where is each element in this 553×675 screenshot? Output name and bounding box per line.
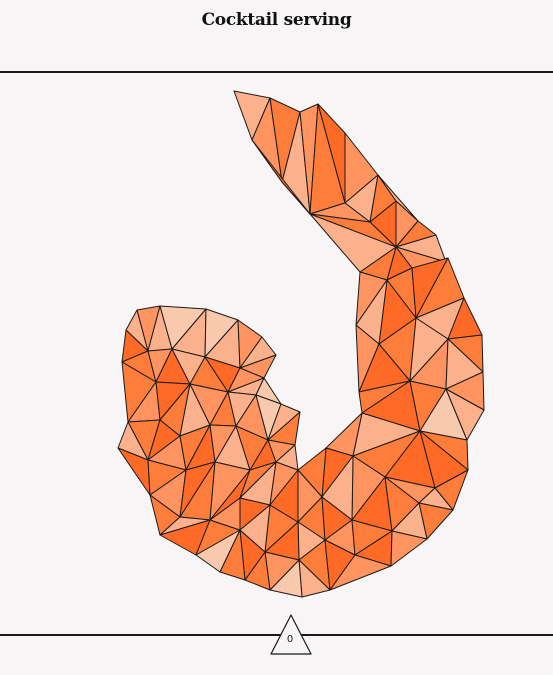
move-counter: 0	[270, 614, 314, 656]
mosaic-piece[interactable]	[251, 139, 311, 215]
bottom-divider	[0, 634, 553, 636]
mosaic-piece[interactable]	[390, 530, 428, 567]
mosaic-piece[interactable]	[239, 504, 271, 553]
mosaic-piece[interactable]	[219, 529, 246, 581]
puzzle-title: Cocktail serving	[201, 10, 352, 30]
mosaic-pieces	[117, 90, 485, 598]
triangle-icon	[270, 614, 312, 655]
mosaic-piece[interactable]	[445, 388, 485, 441]
counter-value: 0	[286, 634, 294, 645]
mosaic-piece[interactable]	[269, 469, 299, 523]
mosaic-piece[interactable]	[329, 554, 392, 591]
mosaic-piece[interactable]	[309, 213, 397, 273]
top-divider	[0, 71, 553, 73]
